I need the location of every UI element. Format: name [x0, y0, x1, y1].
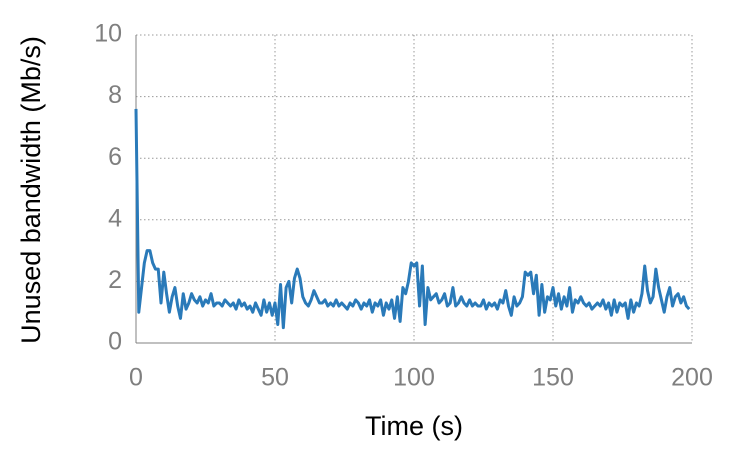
data-line: [134, 108, 691, 330]
y-axis-title: Unused bandwidth (Mb/s): [16, 36, 46, 344]
x-tick-label: 150: [532, 364, 574, 392]
y-tick-label: 10: [94, 20, 122, 48]
y-tick-label: 0: [108, 328, 122, 356]
y-tick-label: 8: [108, 81, 122, 109]
y-tick-label: 6: [108, 143, 122, 171]
x-tick-label: 100: [393, 364, 435, 392]
x-tick-label: 0: [129, 364, 143, 392]
y-tick-label: 2: [108, 266, 122, 294]
x-tick-label: 200: [671, 364, 713, 392]
x-axis-title: Time (s): [365, 411, 463, 441]
x-tick-label: 50: [261, 364, 289, 392]
y-tick-label: 4: [108, 204, 122, 232]
